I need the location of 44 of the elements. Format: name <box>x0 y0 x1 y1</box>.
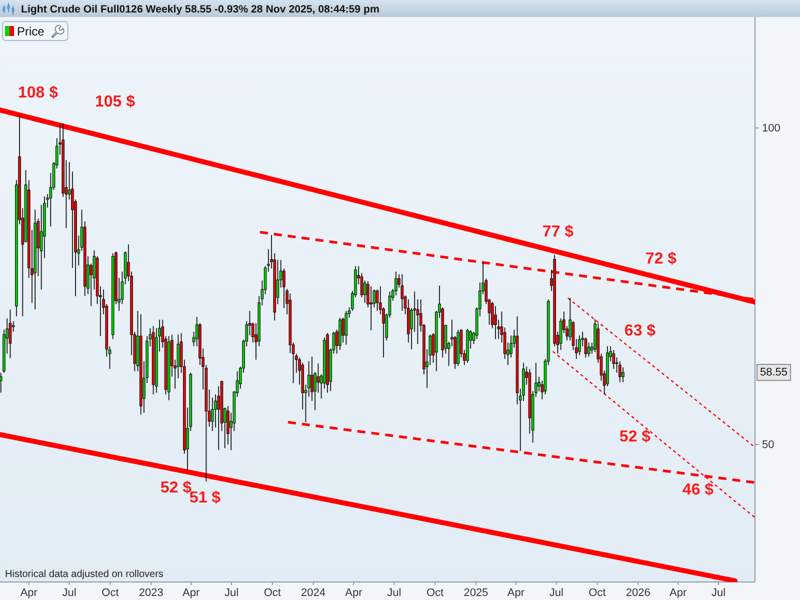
annotation: 105 $ <box>94 94 136 110</box>
x-tick-label: Oct <box>588 586 606 599</box>
x-tick-label: Jul <box>549 586 564 599</box>
x-tick-label: 2023 <box>138 586 164 599</box>
annotation: 58.55 <box>760 366 788 378</box>
annotation: 63 $ <box>624 322 656 340</box>
candlestick <box>344 310 348 346</box>
chart-title: Light Crude Oil Full0126 Weekly 58.55 -0.93% 28 Nov 2025, 08:44:59 pm <box>21 4 380 16</box>
candlestick <box>370 286 372 331</box>
x-tick-label: Oct <box>102 586 119 599</box>
x-tick-label: Oct <box>264 586 281 599</box>
annotation: 72 $ <box>645 250 677 268</box>
candlestick <box>214 394 217 428</box>
x-tick-label: Apr <box>20 586 38 599</box>
candlestick <box>316 363 320 394</box>
candlestick <box>363 280 366 304</box>
x-tick-label: Apr <box>345 586 363 599</box>
candlestick <box>494 306 497 340</box>
candlestick <box>612 350 616 370</box>
x-tick-label: 2024 <box>301 586 326 599</box>
candlestick <box>0 372 2 394</box>
annotation: 108 $ <box>18 84 58 102</box>
candlestick <box>618 360 622 383</box>
x-tick-label: Jul <box>62 586 76 599</box>
annotation: Historical data adjusted on rollovers <box>5 569 164 580</box>
x-tick-label: Apr <box>182 586 200 599</box>
x-tick-label: Jul <box>224 586 239 599</box>
candlestick <box>578 334 581 356</box>
x-tick-label: Jul <box>387 586 402 599</box>
candlestick <box>400 274 404 312</box>
x-tick-label: Apr <box>507 586 525 599</box>
x-tick-label: Oct <box>426 586 444 599</box>
annotation: 46 $ <box>682 482 714 498</box>
x-tick-label: Jul <box>712 586 726 599</box>
x-tick-label: 2025 <box>464 586 488 599</box>
y-tick-label: 50 <box>762 439 774 452</box>
y-tick-label: 100 <box>762 122 780 134</box>
annotation: 77 $ <box>542 224 574 240</box>
x-tick-label: Apr <box>670 586 688 599</box>
annotation: 52 $ <box>619 428 651 446</box>
candlestick <box>587 342 590 358</box>
x-tick-label: 2026 <box>626 586 650 599</box>
legend-label: Price <box>17 24 45 38</box>
candlestick <box>622 366 624 383</box>
